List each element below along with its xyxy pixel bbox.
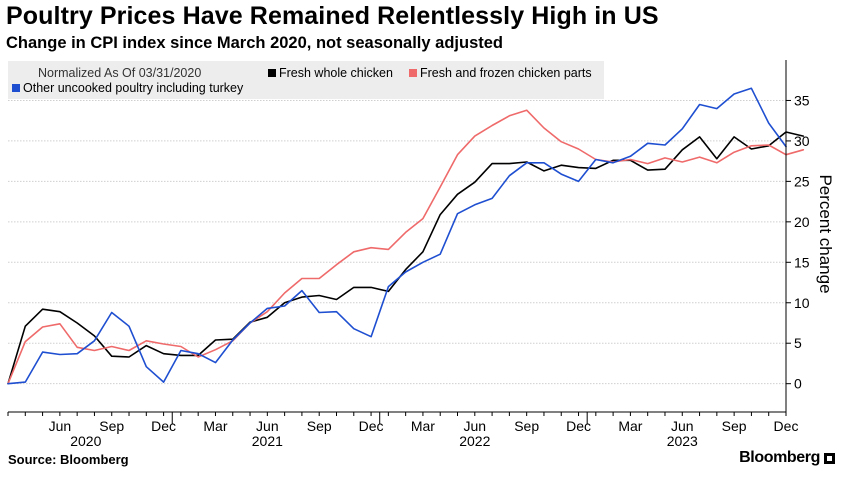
y-tick-label: 25 (794, 173, 810, 189)
x-tick-label: Jun (464, 418, 487, 434)
y-tick-label: 30 (794, 133, 810, 149)
axes: 0 5 10 15 20 25 30 35 Percent change Jun Sep Dec Mar… (7, 60, 835, 449)
x-tick-label: Sep (99, 418, 124, 434)
series-line-fresh-and-frozen-chicken-parts (7, 109, 805, 385)
legend-label: Fresh whole chicken (279, 66, 393, 80)
x-tick-label: Jun (671, 418, 694, 434)
legend-background (8, 61, 604, 99)
y-tick-label: 10 (794, 295, 810, 311)
y-tick-label: 15 (794, 254, 810, 270)
x-tick-label: Sep (307, 418, 332, 434)
brand-label: Bloomberg (739, 449, 820, 466)
brand-square-icon (824, 452, 835, 464)
x-tick-label: Jun (49, 418, 72, 434)
series-line-other-uncooked-poultry-including-turkey (7, 87, 787, 385)
y-tick-label: 35 (794, 92, 810, 108)
x-tick-label: Dec (151, 418, 176, 434)
y-tick-label: 5 (794, 335, 802, 351)
legend-swatch (12, 84, 20, 92)
legend-note: Normalized As Of 03/31/2020 (38, 66, 201, 80)
x-year-label: 2022 (459, 433, 490, 449)
x-tick-label: Mar (411, 418, 435, 434)
y-tick-label: 0 (794, 376, 802, 392)
x-tick-label: Mar (203, 418, 227, 434)
grid-lines (8, 99, 786, 385)
legend-swatch (409, 69, 417, 77)
x-tick-label: Sep (722, 418, 747, 434)
y-axis-label: Percent change (816, 174, 835, 293)
series-line-fresh-whole-chicken (7, 131, 805, 385)
legend-label: Fresh and frozen chicken parts (420, 66, 592, 80)
legend-swatch (268, 69, 276, 77)
brand-logo: Bloomberg (739, 449, 835, 467)
legend: Normalized As Of 03/31/2020 Fresh whole c… (8, 61, 604, 99)
x-year-label: 2020 (70, 433, 101, 449)
x-tick-label: Dec (774, 418, 799, 434)
chart-title: Poultry Prices Have Remained Relentlessl… (6, 2, 659, 30)
x-tick-label: Jun (256, 418, 279, 434)
source-note: Source: Bloomberg (8, 452, 129, 467)
x-year-label: 2023 (667, 433, 698, 449)
x-tick-label: Dec (566, 418, 591, 434)
chart-subtitle: Change in CPI index since March 2020, no… (6, 34, 503, 52)
x-tick-label: Mar (618, 418, 642, 434)
x-tick-label: Dec (359, 418, 384, 434)
x-tick-label: Sep (514, 418, 539, 434)
y-tick-label: 20 (794, 214, 810, 230)
x-year-label: 2021 (252, 433, 283, 449)
series-lines (7, 87, 805, 385)
legend-label: Other uncooked poultry including turkey (23, 81, 244, 95)
